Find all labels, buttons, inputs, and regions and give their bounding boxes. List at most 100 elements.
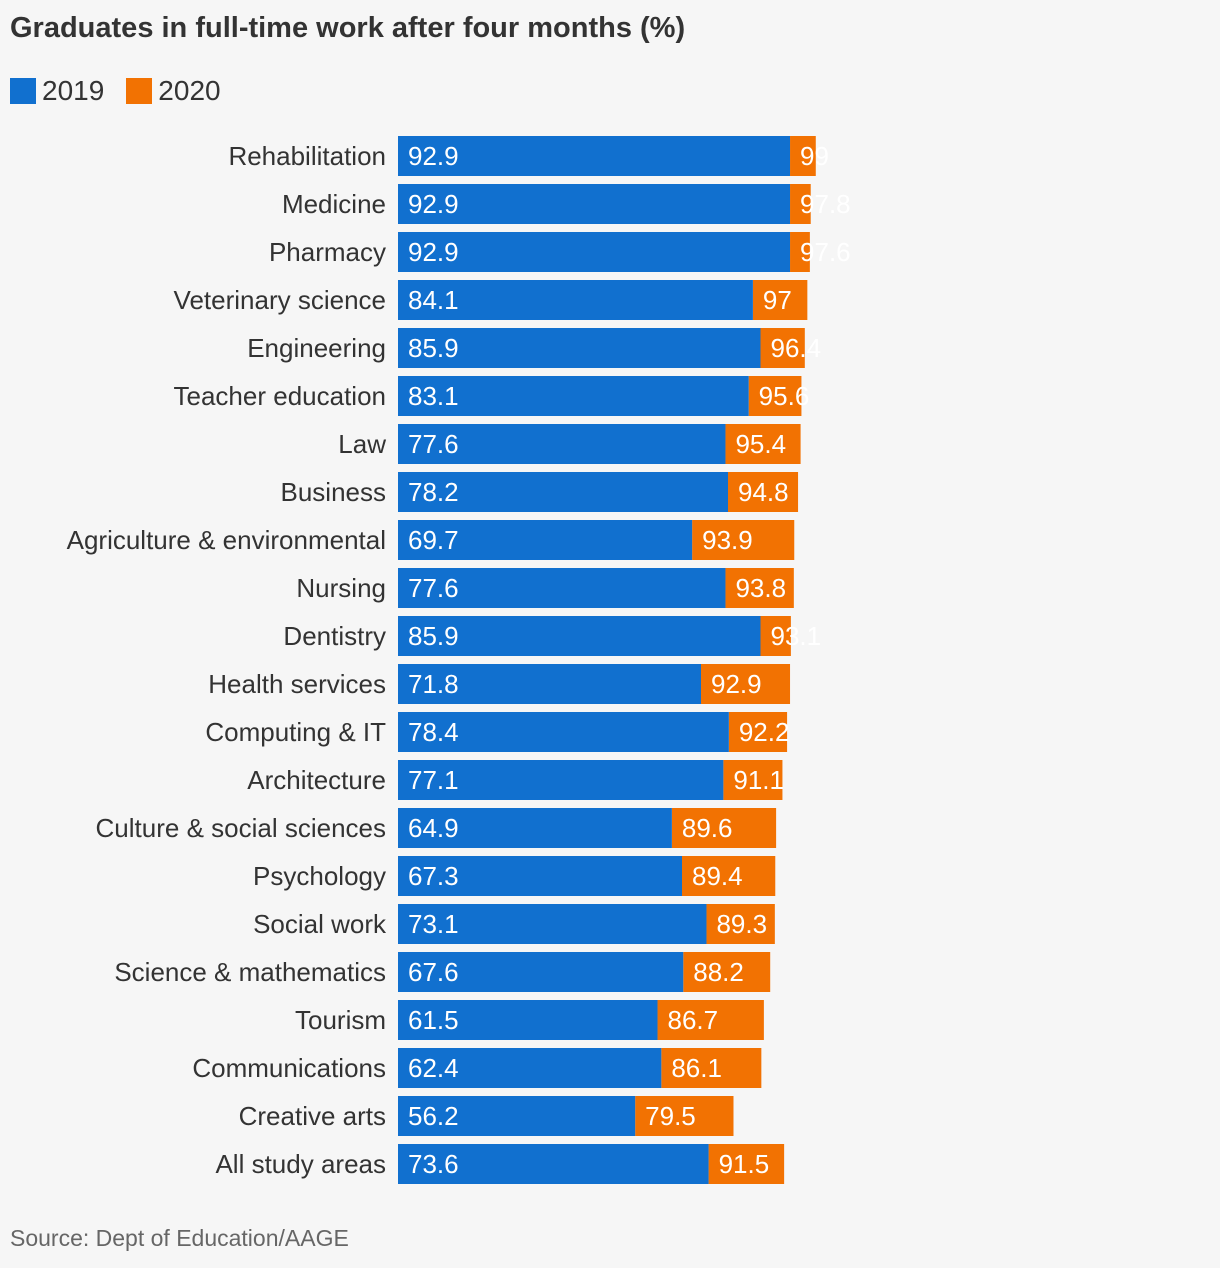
bar-2020 [728,712,788,752]
bar-2019 [398,376,749,416]
category-label: Psychology [253,861,386,891]
value-label-2020: 89.4 [692,861,743,891]
value-label-2019: 73.6 [408,1149,459,1179]
bar-2019 [398,520,693,560]
value-label-2019: 69.7 [408,525,459,555]
bar-row-science-mathematics: Science & mathematics 67.6 88.2 [114,952,771,992]
bar-2019 [398,1048,662,1088]
value-label-2020: 91.1 [733,765,784,795]
bar-row-engineering: Engineering 85.9 96.4 [247,328,821,368]
value-label-2020: 92.9 [711,669,762,699]
value-label-2020: 97.6 [800,237,851,267]
category-label: Medicine [282,189,386,219]
value-label-2019: 61.5 [408,1005,459,1035]
source-note: Source: Dept of Education/AAGE [10,1225,349,1251]
value-label-2020: 95.6 [759,381,810,411]
bar-row-teacher-education: Teacher education 83.1 95.6 [174,376,810,416]
category-label: All study areas [215,1149,386,1179]
bar-2019 [398,856,683,896]
category-label: Culture & social sciences [96,813,386,843]
value-label-2020: 79.5 [645,1101,696,1131]
value-label-2020: 86.7 [668,1005,719,1035]
bar-2020 [700,664,791,704]
bar-2019 [398,1096,636,1136]
bar-2020 [725,424,801,464]
bar-row-veterinary-science: Veterinary science 84.1 97 [174,280,808,320]
category-label: Veterinary science [174,285,386,315]
bar-2019 [398,184,791,224]
bar-row-all-study-areas: All study areas 73.6 91.5 [215,1144,785,1184]
bar-2019 [398,232,791,272]
value-label-2020: 93.1 [770,621,821,651]
value-label-2020: 97 [763,285,792,315]
bar-row-architecture: Architecture 77.1 91.1 [247,760,784,800]
bar-2020 [692,520,795,560]
bar-2020 [723,760,783,800]
bar-row-health-services: Health services 71.8 92.9 [208,664,791,704]
category-label: Teacher education [174,381,386,411]
bar-2020 [657,1000,764,1040]
bar-row-psychology: Psychology 67.3 89.4 [253,856,776,896]
value-label-2019: 62.4 [408,1053,459,1083]
bar-2020 [760,328,805,368]
category-label: Health services [208,669,386,699]
bar-2020 [671,808,777,848]
value-label-2020: 88.2 [693,957,744,987]
bar-2019 [398,280,753,320]
bar-2020 [752,280,808,320]
bar-2019 [398,328,761,368]
value-label-2020: 93.8 [735,573,786,603]
bar-2020 [760,616,791,656]
bar-row-tourism: Tourism 61.5 86.7 [295,1000,764,1040]
value-label-2020: 95.4 [735,429,786,459]
value-label-2019: 77.6 [408,573,459,603]
bar-row-pharmacy: Pharmacy 92.9 97.6 [269,232,851,272]
value-label-2020: 89.3 [716,909,767,939]
legend: 2019 2020 [10,75,221,107]
value-label-2019: 78.2 [408,477,459,507]
bar-2020 [661,1048,762,1088]
category-label: Creative arts [239,1101,386,1131]
value-label-2019: 92.9 [408,141,459,171]
legend-swatch-2020 [126,78,153,104]
bar-2020 [748,376,802,416]
bar-2020 [682,856,776,896]
value-label-2020: 89.6 [682,813,733,843]
value-label-2020: 93.9 [702,525,753,555]
category-label: Engineering [247,333,386,363]
bar-2019 [398,1000,658,1040]
value-label-2019: 67.3 [408,861,459,891]
legend-swatch-2019 [10,78,36,104]
bar-row-agriculture-environmental: Agriculture & environmental 69.7 93.9 [67,520,795,560]
value-label-2020: 86.1 [671,1053,722,1083]
bar-2020 [706,904,775,944]
bar-2019 [398,952,684,992]
bar-2019 [398,664,701,704]
value-label-2020: 94.8 [738,477,789,507]
value-label-2019: 78.4 [408,717,459,747]
value-label-2020: 96.4 [770,333,821,363]
bar-row-creative-arts: Creative arts 56.2 79.5 [239,1096,734,1136]
legend-item-2019: 2019 [10,75,104,107]
chart-title: Graduates in full-time work after four m… [10,12,686,44]
category-label: Communications [192,1053,386,1083]
bar-2020 [635,1096,734,1136]
bar-row-law: Law 77.6 95.4 [338,424,801,464]
value-label-2019: 73.1 [408,909,459,939]
bar-row-medicine: Medicine 92.9 97.8 [282,184,851,224]
bar-2019 [398,568,726,608]
value-label-2020: 92.2 [739,717,790,747]
bar-2019 [398,136,791,176]
value-label-2020: 91.5 [719,1149,770,1179]
value-label-2019: 83.1 [408,381,459,411]
bar-row-computing-it: Computing & IT 78.4 92.2 [205,712,789,752]
value-label-2019: 71.8 [408,669,459,699]
category-label: Nursing [296,573,386,603]
bar-2020 [790,232,810,272]
bar-2019 [398,760,724,800]
bar-2020 [790,184,811,224]
bar-row-nursing: Nursing 77.6 93.8 [296,568,794,608]
value-label-2020: 99 [800,141,829,171]
bar-2019 [398,904,707,944]
bar-2019 [398,472,729,512]
